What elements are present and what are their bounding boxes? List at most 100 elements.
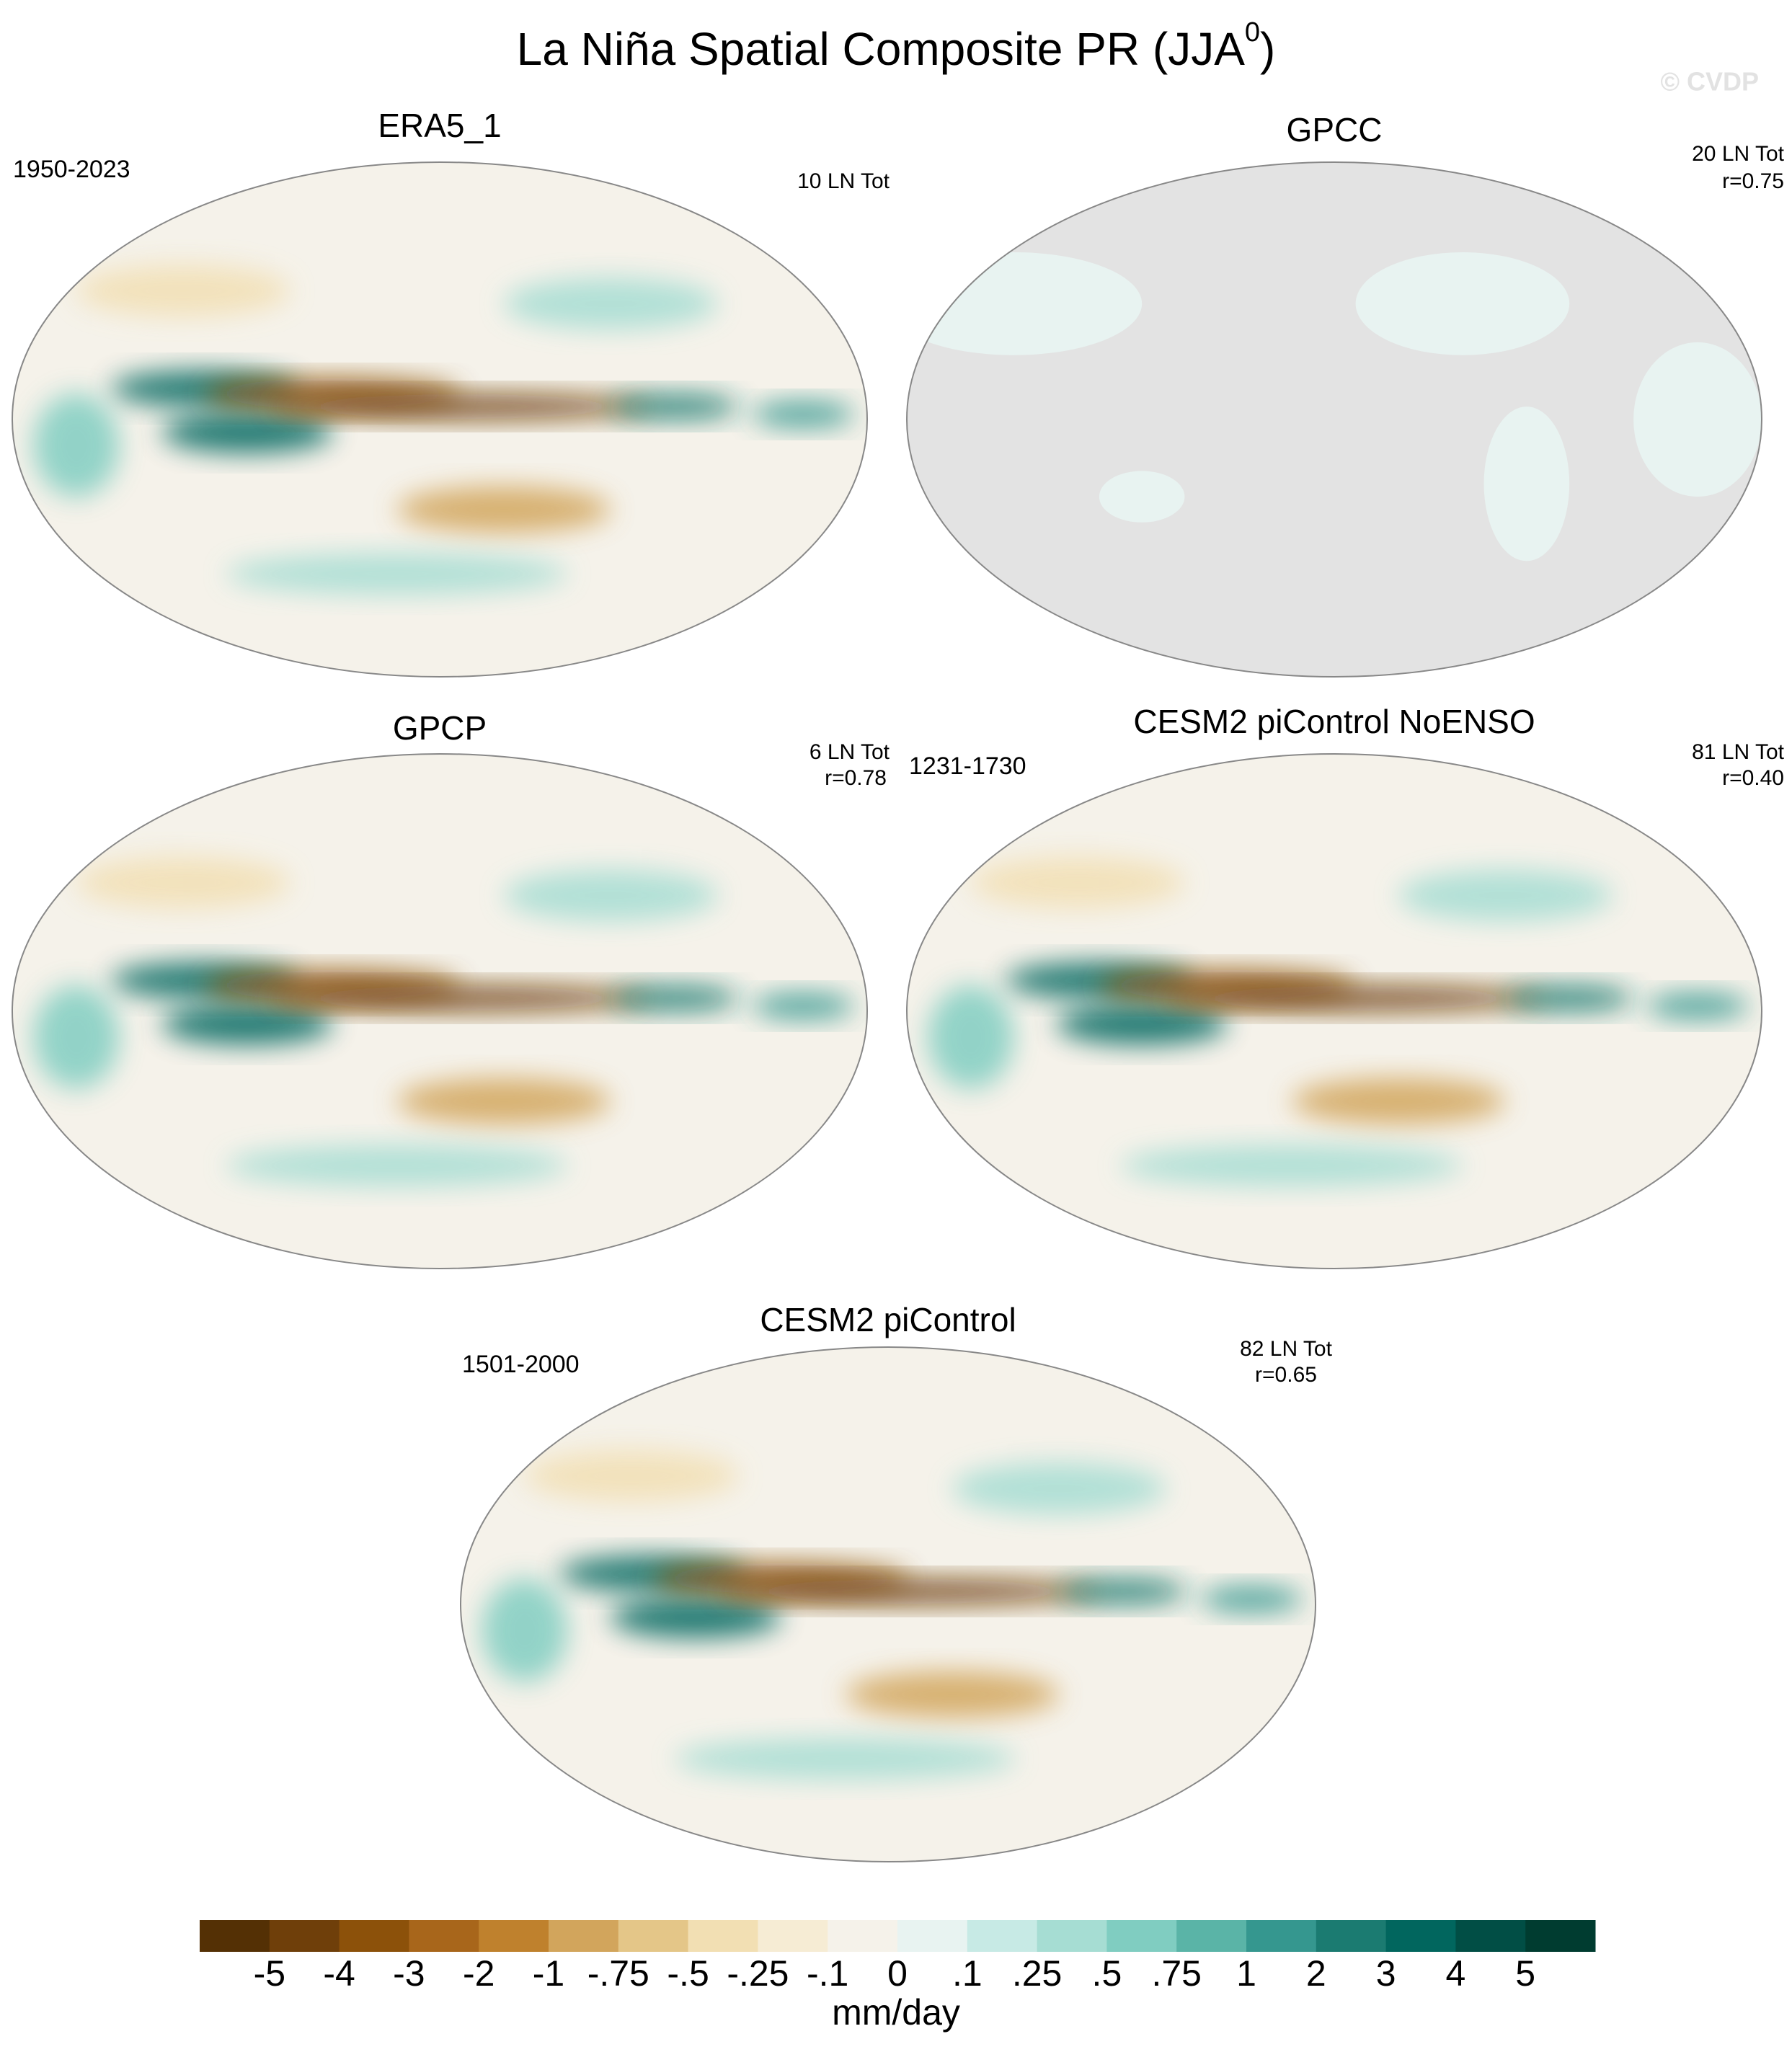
panel-count: 6 LN Tot bbox=[809, 740, 890, 764]
panel-count: 82 LN Tot bbox=[1240, 1337, 1333, 1361]
anomaly-area bbox=[674, 1738, 1016, 1780]
anomaly-area bbox=[611, 394, 740, 420]
panel-count: 10 LN Tot bbox=[797, 169, 890, 193]
colorbar-tick-label: .75 bbox=[1151, 1953, 1202, 1994]
map-outline bbox=[906, 753, 1762, 1269]
panel-title: GPCC bbox=[1287, 111, 1383, 148]
map-panel: ERA5_1 1950-2023 10 LN Tot bbox=[12, 107, 890, 678]
anomaly-area bbox=[33, 985, 120, 1089]
anomaly-area bbox=[503, 869, 718, 922]
colorbar-tick-label: 1 bbox=[1236, 1953, 1256, 1994]
colorbar-box bbox=[549, 1920, 619, 1952]
anomaly-area bbox=[611, 985, 740, 1011]
colorbar-box bbox=[1385, 1920, 1456, 1952]
colorbar-tick-label: -.5 bbox=[667, 1953, 709, 1994]
anomaly-area bbox=[1505, 985, 1634, 1011]
map-panel: GPCC 20 LN Tot r=0.75 bbox=[906, 111, 1785, 678]
colorbar-box bbox=[758, 1920, 828, 1952]
colorbar-tick-label: 0 bbox=[887, 1953, 908, 1994]
anomaly-area bbox=[161, 412, 333, 453]
colorbar-box bbox=[1037, 1920, 1107, 1952]
land-area bbox=[907, 252, 1143, 355]
panel-title: GPCP bbox=[393, 709, 487, 747]
panel-title: CESM2 piControl bbox=[760, 1301, 1016, 1338]
panel-title: CESM2 piControl NoENSO bbox=[1133, 703, 1535, 740]
anomaly-area bbox=[524, 1449, 739, 1502]
map-outline bbox=[12, 753, 868, 1269]
colorbar-tick-label: 5 bbox=[1515, 1953, 1535, 1994]
anomaly-area bbox=[503, 277, 718, 330]
colorbar-box bbox=[1246, 1920, 1317, 1952]
colorbar-tick-label: -3 bbox=[393, 1953, 425, 1994]
anomaly-area bbox=[970, 856, 1185, 909]
colorbar-box bbox=[479, 1920, 549, 1952]
map-outline bbox=[906, 161, 1762, 678]
colorbar-tick-label: 4 bbox=[1445, 1953, 1465, 1994]
title-end: ) bbox=[1260, 23, 1275, 75]
anomaly-area bbox=[268, 394, 654, 420]
panel-correlation: r=0.40 bbox=[1722, 766, 1784, 790]
map-background bbox=[907, 754, 1762, 1269]
colorbar-box bbox=[200, 1920, 270, 1952]
anomaly-area bbox=[396, 1078, 611, 1125]
colorbar-box bbox=[1455, 1920, 1526, 1952]
map-background bbox=[461, 1347, 1316, 1862]
map-field bbox=[928, 856, 1749, 1186]
map-background bbox=[12, 754, 867, 1269]
colorbar-box bbox=[618, 1920, 689, 1952]
anomaly-area bbox=[76, 265, 290, 317]
panel-correlation: r=0.78 bbox=[825, 766, 887, 790]
colorbar-tick-label: -.1 bbox=[807, 1953, 848, 1994]
figure-title: La Niña Spatial Composite PR (JJA0) bbox=[517, 17, 1276, 75]
colorbar-box bbox=[409, 1920, 479, 1952]
panel-period: 1501-2000 bbox=[462, 1351, 580, 1378]
map-field bbox=[482, 1449, 1303, 1780]
panel-title: ERA5_1 bbox=[378, 107, 501, 144]
colorbar-box bbox=[339, 1920, 409, 1952]
colorbar-box bbox=[269, 1920, 340, 1952]
anomaly-area bbox=[610, 1596, 781, 1638]
anomaly-area bbox=[396, 486, 611, 533]
title-superscript: 0 bbox=[1245, 17, 1260, 48]
anomaly-area bbox=[1056, 1003, 1228, 1045]
anomaly-area bbox=[1646, 993, 1749, 1019]
anomaly-area bbox=[1120, 1145, 1463, 1186]
colorbar-tick-label: -.75 bbox=[587, 1953, 649, 1994]
map-panel: CESM2 piControl NoENSO 1231-1730 81 LN Tot… bbox=[906, 703, 1785, 1269]
colorbar-units: mm/day bbox=[832, 1992, 960, 2033]
land-area bbox=[1099, 471, 1185, 523]
anomaly-area bbox=[751, 993, 855, 1019]
map-background bbox=[12, 162, 867, 677]
panel-period: 1950-2023 bbox=[13, 156, 130, 183]
colorbar-tick-label: -1 bbox=[533, 1953, 564, 1994]
colorbar-tick-label: -4 bbox=[323, 1953, 355, 1994]
anomaly-area bbox=[161, 1003, 333, 1045]
anomaly-area bbox=[1398, 869, 1613, 922]
colorbar-box bbox=[688, 1920, 758, 1952]
colorbar-tick-label: -2 bbox=[463, 1953, 494, 1994]
colorbar-tick-label: 3 bbox=[1376, 1953, 1396, 1994]
anomaly-area bbox=[928, 985, 1014, 1089]
title-text: La Niña Spatial Composite PR (JJA bbox=[517, 23, 1246, 75]
anomaly-area bbox=[751, 401, 855, 427]
anomaly-area bbox=[226, 553, 568, 595]
panel-correlation: r=0.75 bbox=[1722, 169, 1784, 193]
anomaly-area bbox=[1291, 1078, 1506, 1125]
map-field bbox=[33, 856, 855, 1186]
colorbar-tick-label: 2 bbox=[1306, 1953, 1326, 1994]
colorbar-tick-label: -5 bbox=[254, 1953, 285, 1994]
colorbar-box bbox=[1316, 1920, 1387, 1952]
anomaly-area bbox=[1163, 985, 1548, 1011]
colorbar-box bbox=[828, 1920, 898, 1952]
colorbar-box bbox=[967, 1920, 1038, 1952]
anomaly-area bbox=[268, 985, 654, 1011]
colorbar-box bbox=[1176, 1920, 1247, 1952]
watermark: © CVDP bbox=[1660, 67, 1759, 97]
land-area bbox=[1483, 407, 1570, 561]
anomaly-area bbox=[952, 1462, 1166, 1515]
colorbar-tick-label: .1 bbox=[952, 1953, 983, 1994]
anomaly-area bbox=[76, 856, 290, 909]
panel-period: 1231-1730 bbox=[909, 752, 1026, 780]
